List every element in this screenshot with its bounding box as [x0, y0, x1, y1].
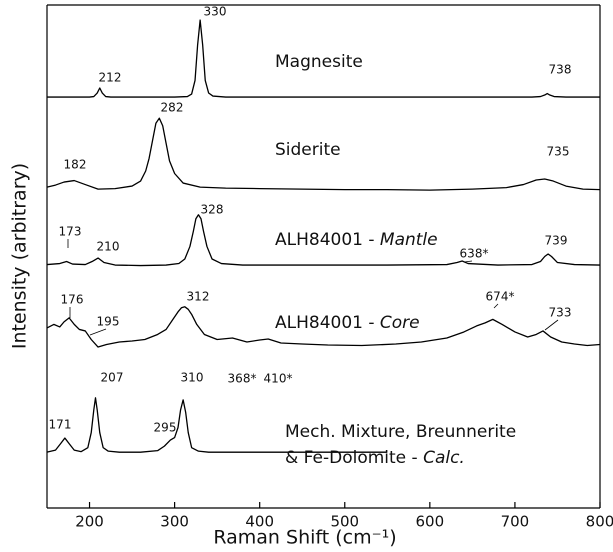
- series-name-part: Mantle: [380, 230, 438, 250]
- series-name-part: Magnesite: [275, 52, 363, 72]
- series-name-part: ALH84001 -: [275, 313, 380, 333]
- peak-label: 176: [61, 293, 84, 307]
- peak-label: 173: [59, 225, 82, 239]
- series-name: & Fe-Dolomite - Calc.: [285, 448, 465, 468]
- peak-leader: [89, 328, 107, 336]
- peak-label: 410*: [264, 372, 293, 386]
- y-axis-label: Intensity (arbitrary): [9, 163, 31, 349]
- series-name-part: Mech. Mixture, Breunnerite: [285, 422, 516, 442]
- peak-label: 310: [181, 371, 204, 385]
- peak-leader: [493, 303, 499, 309]
- x-tick-label: 700: [501, 513, 530, 531]
- x-tick-label: 400: [245, 513, 274, 531]
- peak-label: 282: [161, 101, 184, 115]
- peak-label: 674*: [486, 290, 515, 304]
- spectrum-line: [46, 397, 388, 453]
- peak-label: 733: [549, 306, 572, 320]
- peak-label: 330: [204, 5, 227, 19]
- peak-label: 738: [549, 63, 572, 77]
- x-tick-label: 600: [416, 513, 445, 531]
- x-tick-label: 300: [160, 513, 189, 531]
- peak-label: 212: [99, 71, 122, 85]
- spectrum-line: [46, 306, 601, 348]
- peak-label: 368*: [228, 372, 257, 386]
- peak-label: 207: [101, 371, 124, 385]
- peak-label: 328: [201, 203, 224, 217]
- series-name-part: Siderite: [275, 140, 341, 160]
- spectrum-line: [46, 117, 601, 191]
- series-name: ALH84001 - Core: [275, 313, 420, 333]
- peak-label: 739: [545, 234, 568, 248]
- x-tick-label: 800: [586, 513, 613, 531]
- peak-label: 195: [97, 315, 120, 329]
- series-name-part: Core: [380, 313, 420, 333]
- x-tick-label: 200: [75, 513, 104, 531]
- spectrum-line: [47, 19, 600, 98]
- peak-leader: [463, 260, 473, 263]
- peak-label: 735: [547, 145, 570, 159]
- series-name: Mech. Mixture, Breunnerite: [285, 422, 516, 442]
- peak-label: 312: [187, 290, 210, 304]
- peak-label: 182: [64, 158, 87, 172]
- x-tick-label: 500: [330, 513, 359, 531]
- series-name-part: Calc.: [423, 448, 465, 468]
- peak-label: 295: [154, 421, 177, 435]
- peak-label: 210: [97, 240, 120, 254]
- series-name: Siderite: [275, 140, 341, 160]
- x-axis-label: Raman Shift (cm⁻¹): [213, 527, 396, 549]
- peak-label: 171: [49, 418, 72, 432]
- peak-leader: [544, 319, 559, 331]
- spectrum-line: [46, 214, 601, 267]
- series-name: ALH84001 - Mantle: [275, 230, 438, 250]
- series-name-part: & Fe-Dolomite -: [285, 448, 423, 468]
- series-name: Magnesite: [275, 52, 363, 72]
- peak-label: 638*: [460, 247, 489, 261]
- series-name-part: ALH84001 -: [275, 230, 380, 250]
